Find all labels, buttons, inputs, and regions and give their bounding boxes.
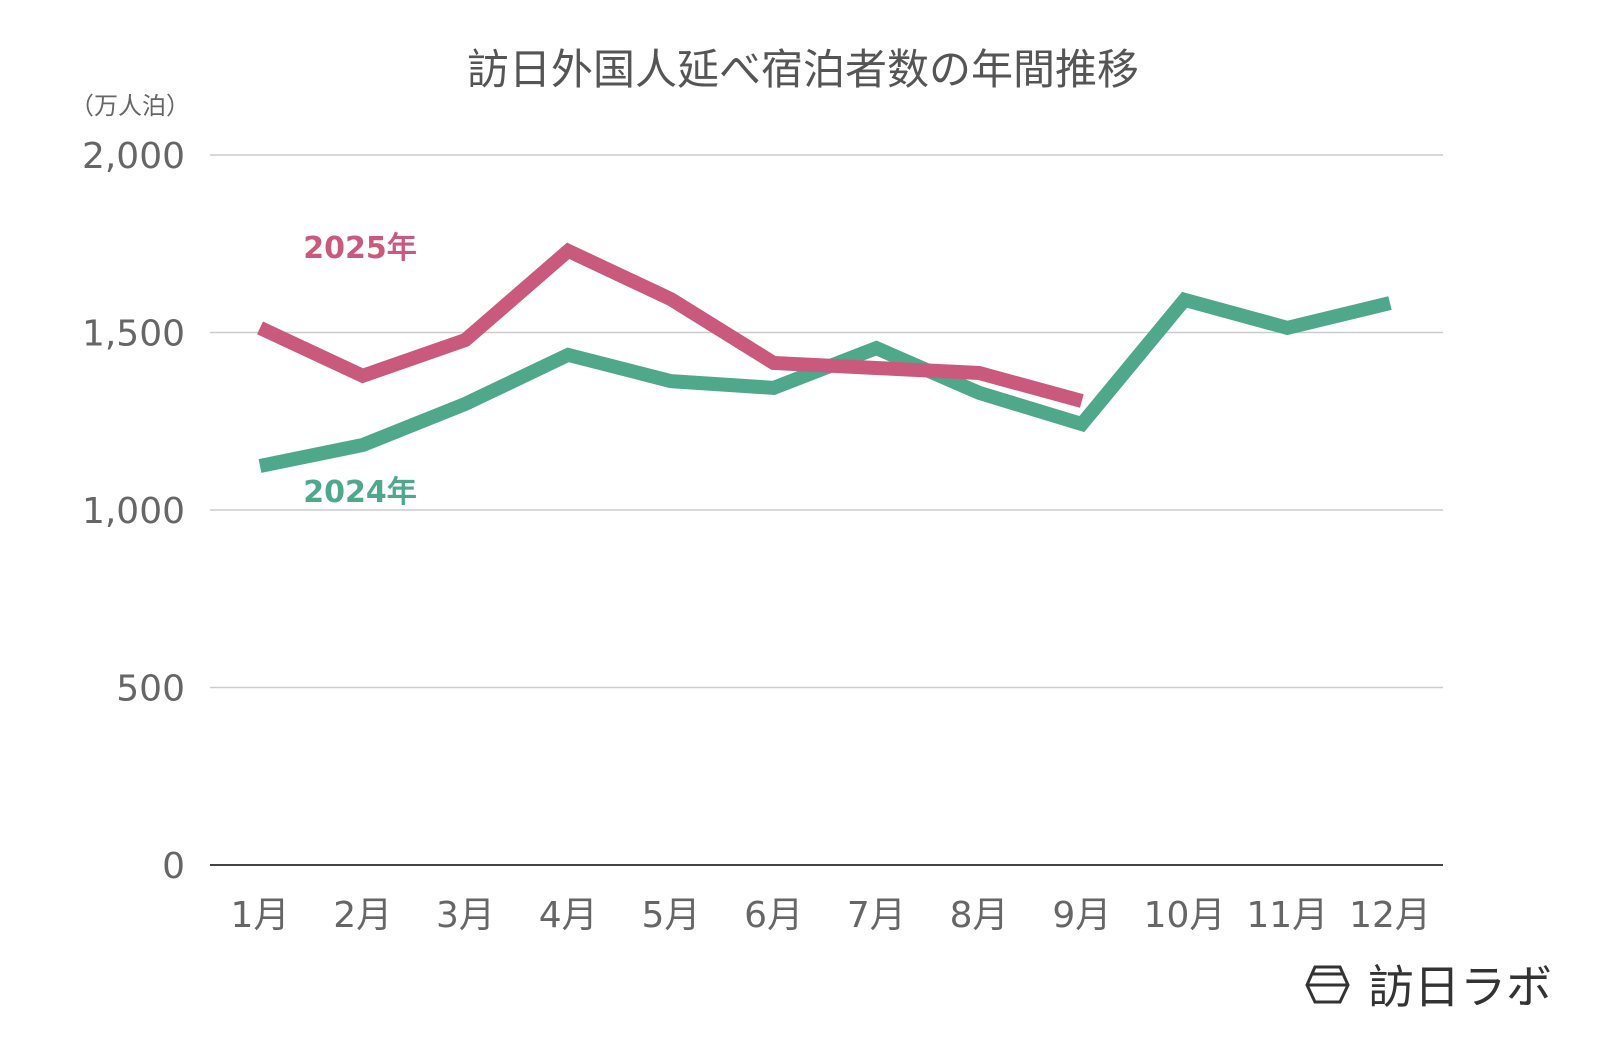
series-line-2024年 — [258, 291, 1392, 473]
x-tick-label: 7月 — [847, 895, 906, 936]
series-line-2025年 — [257, 242, 1084, 408]
y-tick-label: 2,000 — [82, 136, 185, 177]
x-tick-label: 9月 — [1052, 895, 1111, 936]
x-tick-label: 4月 — [539, 895, 598, 936]
y-axis-unit-label: （万人泊） — [70, 92, 190, 120]
y-tick-label: 0 — [162, 846, 185, 887]
y-tick-label: 1,500 — [82, 314, 185, 355]
x-tick-label: 1月 — [231, 895, 290, 936]
y-tick-label: 500 — [116, 669, 185, 710]
x-tick-label: 12月 — [1349, 895, 1431, 936]
chart-title: 訪日外国人延べ宿泊者数の年間推移 — [467, 45, 1139, 94]
logo: 訪日ラボ — [1305, 960, 1552, 1014]
hexagon-logo-icon — [1305, 965, 1350, 1004]
x-tick-label: 5月 — [641, 895, 700, 936]
x-tick-label: 3月 — [436, 895, 495, 936]
x-tick-label: 11月 — [1246, 895, 1328, 936]
y-tick-label: 1,000 — [82, 491, 185, 532]
series-label: 2025年 — [303, 231, 417, 266]
x-tick-label: 10月 — [1144, 895, 1226, 936]
x-tick-label: 6月 — [744, 895, 803, 936]
x-tick-label: 8月 — [950, 895, 1009, 936]
logo-text: 訪日ラボ — [1368, 960, 1552, 1014]
series-label: 2024年 — [303, 475, 417, 510]
x-tick-label: 2月 — [333, 895, 392, 936]
